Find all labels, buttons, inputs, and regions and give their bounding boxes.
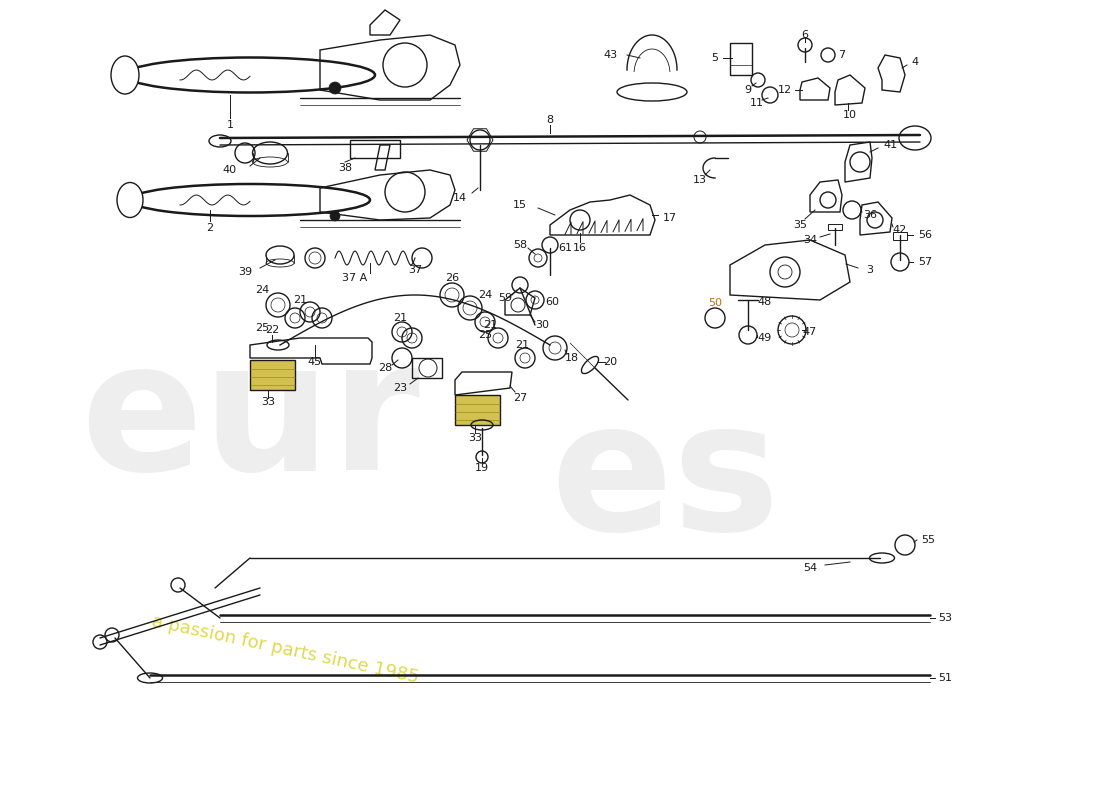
- Text: 3: 3: [867, 265, 873, 275]
- Text: 40: 40: [223, 165, 238, 175]
- Text: 24: 24: [255, 285, 270, 295]
- Text: 22: 22: [265, 325, 279, 335]
- Text: 21: 21: [483, 320, 497, 330]
- Text: 33: 33: [468, 433, 482, 443]
- Text: 54: 54: [803, 563, 817, 573]
- Text: 61: 61: [558, 243, 572, 253]
- Text: 21: 21: [293, 295, 307, 305]
- Text: 25: 25: [477, 330, 492, 340]
- Text: 13: 13: [693, 175, 707, 185]
- Text: 4: 4: [912, 57, 918, 67]
- Text: 20: 20: [603, 357, 617, 367]
- Text: 2: 2: [207, 223, 213, 233]
- Text: 47: 47: [803, 327, 817, 337]
- Text: 11: 11: [750, 98, 764, 108]
- Bar: [730, 43, 752, 75]
- Text: 12: 12: [778, 85, 792, 95]
- Text: 56: 56: [918, 230, 932, 240]
- Text: 59: 59: [498, 293, 513, 303]
- Text: 26: 26: [444, 273, 459, 283]
- Text: 7: 7: [838, 50, 846, 60]
- Text: 39: 39: [238, 267, 252, 277]
- Text: 42: 42: [893, 225, 907, 235]
- Text: 6: 6: [802, 30, 808, 40]
- Circle shape: [329, 82, 341, 94]
- Ellipse shape: [111, 56, 139, 94]
- Text: 58: 58: [513, 240, 527, 250]
- Text: 35: 35: [793, 220, 807, 230]
- Text: 1: 1: [227, 120, 233, 130]
- Text: 9: 9: [745, 85, 751, 95]
- Text: 48: 48: [758, 297, 772, 307]
- Text: es: es: [550, 392, 780, 568]
- Ellipse shape: [117, 182, 143, 218]
- Text: 21: 21: [393, 313, 407, 323]
- Text: 15: 15: [513, 200, 527, 210]
- Text: 18: 18: [565, 353, 579, 363]
- Text: 41: 41: [883, 140, 898, 150]
- Text: a passion for parts since 1985: a passion for parts since 1985: [150, 613, 420, 687]
- Text: 49: 49: [758, 333, 772, 343]
- Text: 16: 16: [573, 243, 587, 253]
- Text: 37: 37: [408, 265, 422, 275]
- Text: 53: 53: [938, 613, 952, 623]
- Text: 37 A: 37 A: [342, 273, 367, 283]
- Text: 5: 5: [712, 53, 718, 63]
- Text: 55: 55: [921, 535, 935, 545]
- Text: 51: 51: [938, 673, 952, 683]
- Text: 34: 34: [803, 235, 817, 245]
- Bar: [893, 232, 907, 240]
- Text: 10: 10: [843, 110, 857, 120]
- Text: 19: 19: [475, 463, 490, 473]
- Text: 28: 28: [378, 363, 392, 373]
- Text: 45: 45: [308, 357, 322, 367]
- Bar: [828, 224, 842, 230]
- Text: 8: 8: [547, 115, 553, 125]
- Bar: [250, 360, 295, 390]
- Text: 60: 60: [544, 297, 559, 307]
- Text: 14: 14: [453, 193, 468, 203]
- Text: 33: 33: [261, 397, 275, 407]
- Text: 50: 50: [708, 298, 722, 308]
- Text: 27: 27: [513, 393, 527, 403]
- Text: 30: 30: [535, 320, 549, 330]
- Text: 38: 38: [338, 163, 352, 173]
- Text: 43: 43: [603, 50, 617, 60]
- Circle shape: [330, 211, 340, 221]
- Text: eur: eur: [80, 332, 420, 508]
- Text: 24: 24: [477, 290, 492, 300]
- Text: 57: 57: [917, 257, 932, 267]
- Text: 21: 21: [515, 340, 529, 350]
- Text: 23: 23: [393, 383, 407, 393]
- Text: 36: 36: [864, 210, 877, 220]
- Text: 25: 25: [255, 323, 270, 333]
- Text: 17: 17: [663, 213, 678, 223]
- Bar: [455, 395, 500, 425]
- Bar: [350, 140, 400, 158]
